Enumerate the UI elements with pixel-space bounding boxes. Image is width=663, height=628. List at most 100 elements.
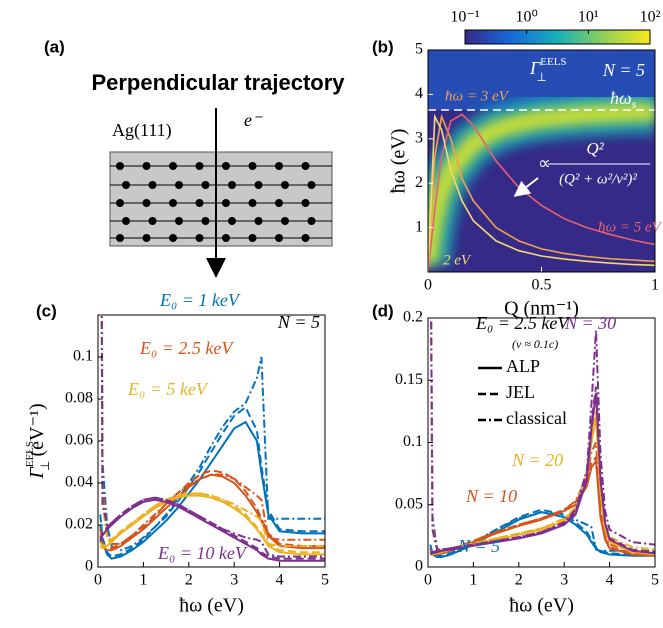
y-tick-label: 0.08 [65, 390, 93, 407]
curve-label: ħω = 5 eV [598, 219, 663, 235]
atom [169, 234, 177, 242]
y-tick-label: 0.1 [73, 348, 93, 365]
atom [301, 234, 310, 242]
atom [169, 162, 177, 170]
legend-label: classical [506, 408, 567, 428]
x-tick-label: 3 [560, 572, 568, 589]
panel-label: (c) [36, 301, 57, 320]
y-tick-label: 0 [415, 558, 423, 575]
x-tick-label: 4 [606, 572, 614, 589]
panel-title: Perpendicular trajectory [91, 70, 345, 95]
plot-area [99, 315, 325, 562]
curve [429, 392, 655, 556]
line-panel: 0 1 2 3 4 5 0 0.02 0.04 0.06 0.08 0.1 E₀ = 1 keV E₀ =… [24, 290, 329, 616]
symbol: Γ [529, 58, 541, 78]
atom [122, 217, 130, 225]
y-tick-label: 0.05 [395, 495, 423, 512]
y-tick-label: 0.06 [65, 432, 93, 449]
atom [195, 199, 204, 207]
subannotation: (v ≈ 0.1c) [512, 337, 558, 351]
atom [248, 199, 257, 207]
atom [148, 181, 157, 189]
curve [429, 411, 655, 555]
curve [99, 469, 325, 550]
atom [195, 234, 204, 242]
x-tick-label: 0 [424, 277, 432, 294]
panel-label: (d) [372, 301, 394, 320]
legend-label: JEL [506, 382, 535, 402]
colorbar-tick-label: 10⁰ [515, 9, 537, 26]
y-tick-label: 0.1 [403, 433, 423, 450]
x-tick-label: 0 [94, 572, 102, 589]
atom [307, 181, 316, 189]
curve [99, 473, 325, 552]
y-tick-label: 1 [415, 218, 423, 235]
atom [142, 162, 151, 170]
material-label: Ag(111) [112, 120, 172, 141]
curve [430, 318, 655, 554]
symbol: ħω [610, 88, 632, 108]
x-axis-label: ħω (eV) [509, 595, 574, 617]
hline-label: ħωs [610, 88, 637, 111]
x-tick-label: 1 [139, 572, 147, 589]
annotation: E₀ = 2.5 keV [475, 313, 570, 333]
annotation: N = 5 [277, 312, 320, 332]
group-label: N = 20 [511, 450, 563, 470]
y-tick-label: 4 [415, 85, 423, 102]
y-tick-label: 0.2 [403, 309, 423, 326]
x-tick-label: 5 [321, 572, 329, 589]
y-tick-label: 0.02 [65, 516, 93, 533]
formula-numerator: Q² [586, 139, 604, 158]
colorbar [464, 29, 651, 45]
formula-denominator: (Q² + ω²/v²)² [559, 171, 637, 187]
curve [99, 498, 325, 562]
x-tick-label: 4 [276, 572, 284, 589]
panel-a: (a) Perpendicular trajectory Ag(111) e⁻ [44, 37, 345, 278]
atom [275, 199, 283, 207]
plot-area [429, 318, 655, 558]
n-label: N = 5 [602, 60, 645, 80]
atom [307, 217, 316, 225]
x-tick-label: 0 [424, 572, 432, 589]
atom [248, 162, 257, 170]
y-tick-label: 2 [415, 174, 423, 191]
atom [275, 234, 283, 242]
x-tick-label: 3 [230, 572, 238, 589]
curve [429, 511, 655, 558]
heatmap-area [428, 50, 655, 272]
atom [222, 162, 230, 170]
atom [222, 199, 230, 207]
panel-label: (a) [44, 37, 65, 56]
group-label: E₀ = 1 keV [159, 290, 241, 310]
dispersion-curve [428, 113, 655, 272]
curve [430, 386, 655, 554]
symbol: Γ [26, 466, 48, 480]
subscript: ⊥ [38, 461, 52, 471]
atom [281, 181, 289, 189]
colorbar-tick-label: 10¹ [578, 9, 599, 26]
group-label: N = 10 [465, 486, 517, 506]
atom [254, 217, 263, 225]
panel-b: 0 0.5 1 1 2 3 4 5 ħω = 3 eV ħω = 5 eV 2 eV ΓEELS ⊥ N … [372, 9, 663, 320]
axes-frame [427, 317, 656, 568]
atom [248, 234, 257, 242]
atom [116, 199, 124, 207]
rich-label: ΓEELS ⊥ [529, 56, 567, 84]
formula-arrow [513, 177, 539, 197]
beam-label: e⁻ [244, 110, 263, 130]
subscript: ⊥ [537, 70, 547, 84]
curve [99, 492, 325, 554]
colorbar-tick-label: 10⁻¹ [450, 9, 479, 26]
x-tick-label: 1 [651, 277, 659, 294]
x-tick-label: 5 [651, 572, 659, 589]
group-label: N = 30 [564, 313, 616, 333]
ridge-core [428, 108, 655, 264]
curve-label: ħω = 3 eV [445, 88, 510, 104]
axes-frame [427, 49, 656, 273]
group-label: E₀ = 2.5 keV [139, 338, 234, 358]
atom [122, 181, 130, 189]
curve [100, 315, 325, 558]
atom [301, 199, 310, 207]
y-tick-label: 0.04 [65, 474, 93, 491]
